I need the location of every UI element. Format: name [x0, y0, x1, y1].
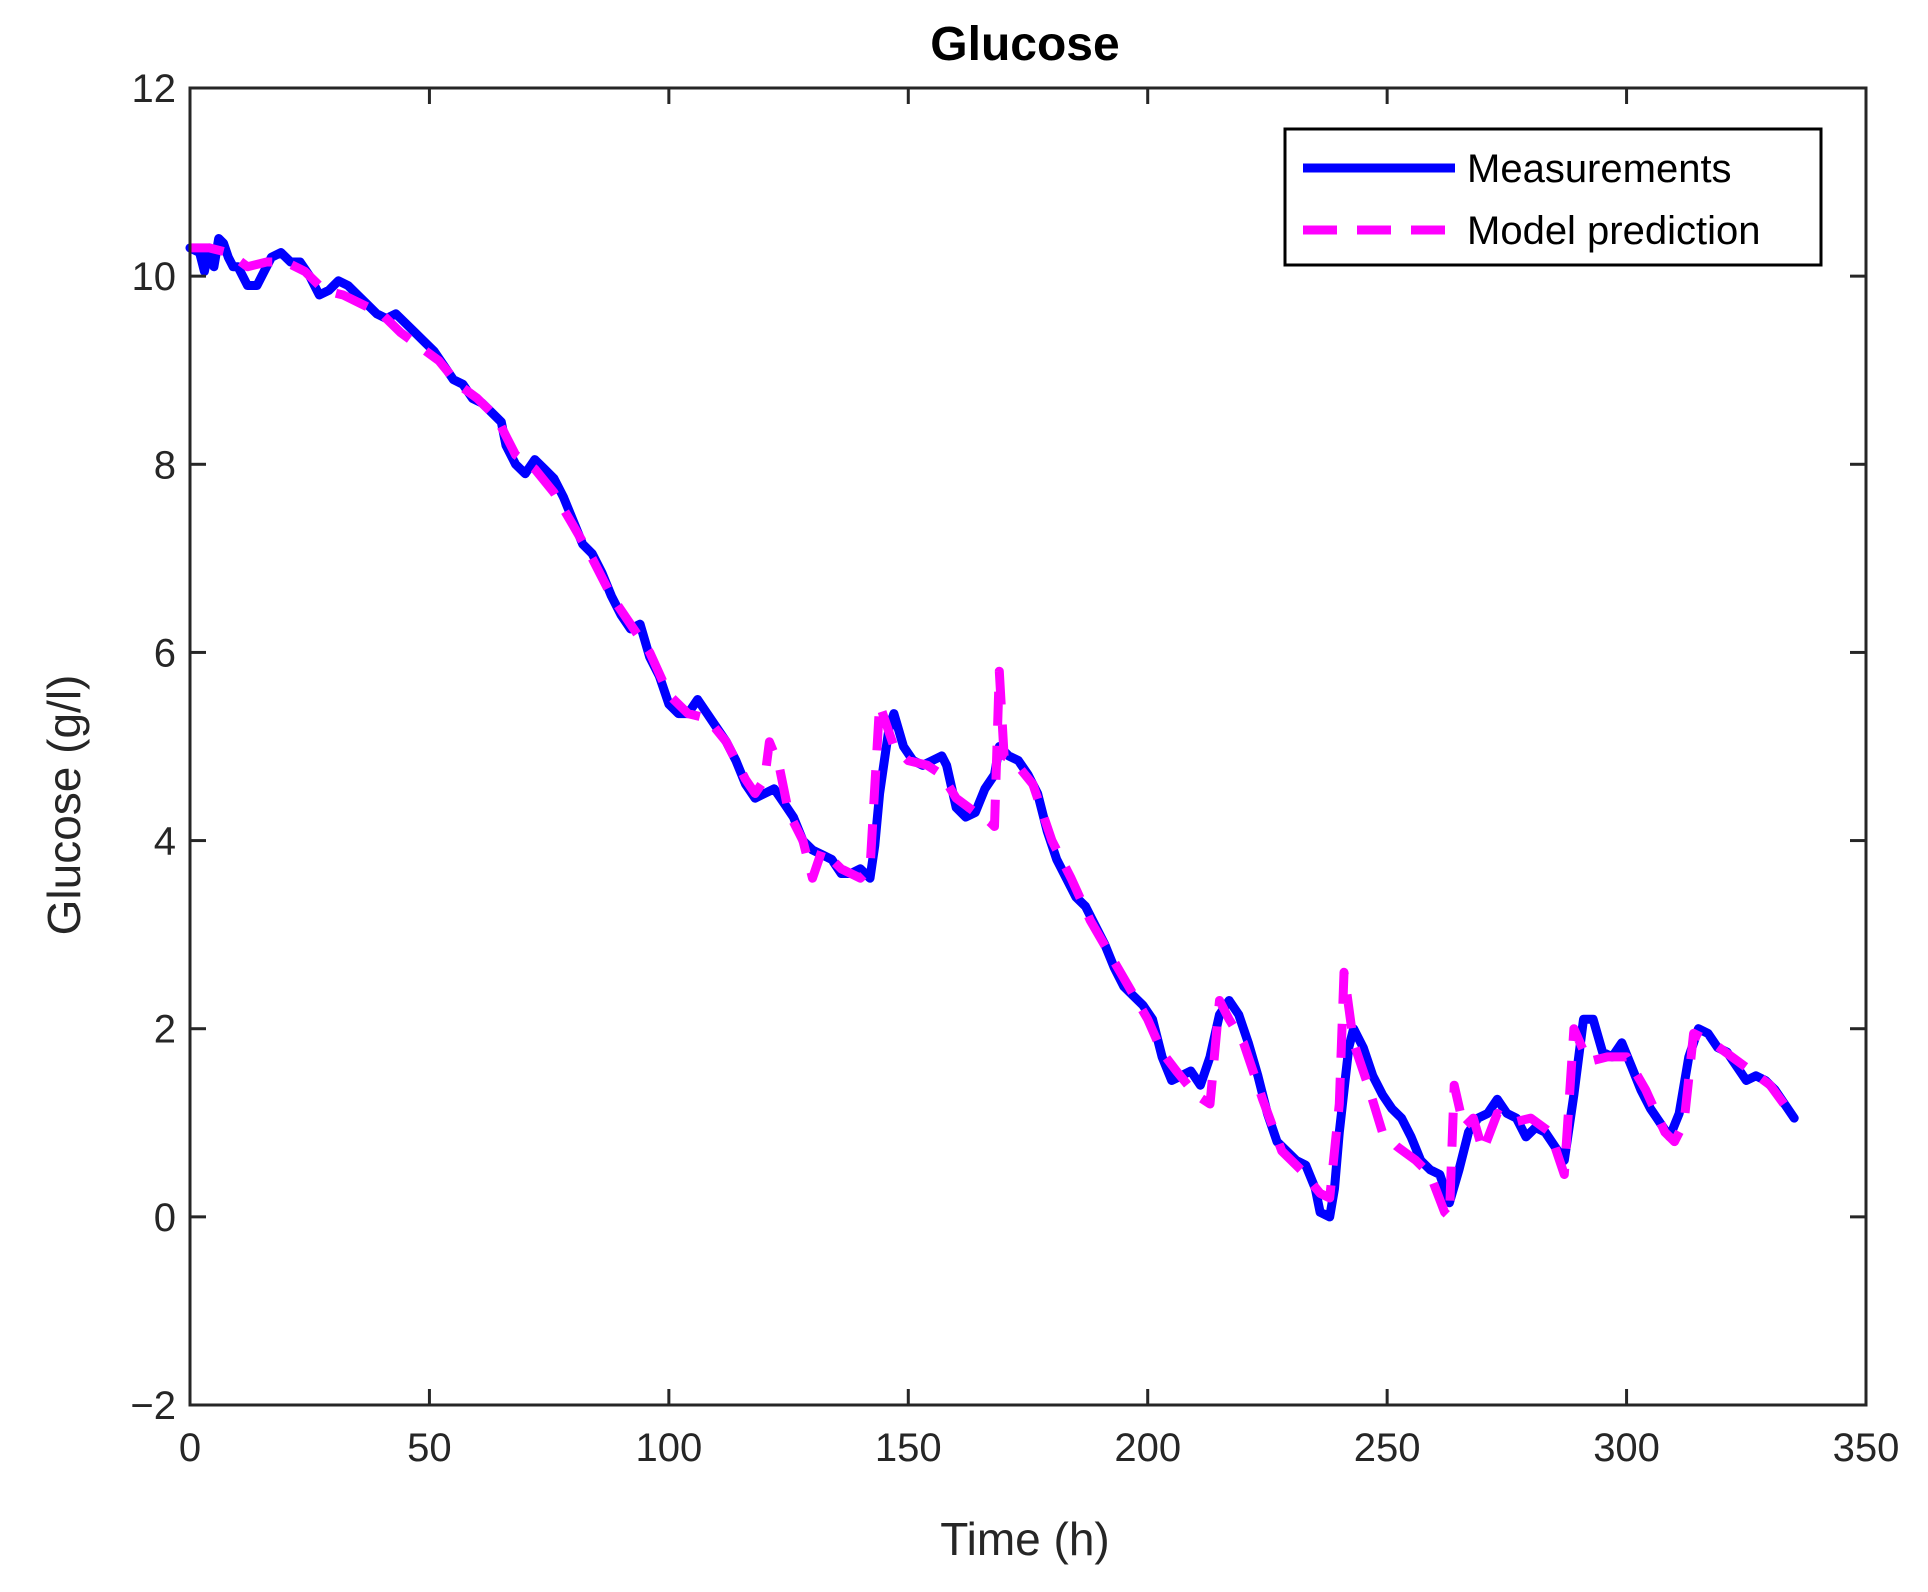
axes-box [188, 86, 1868, 1407]
y-tick-label: 12 [132, 67, 177, 111]
y-tick-label: 8 [154, 443, 176, 487]
chart-title: Glucose [930, 18, 1119, 71]
x-tick-label: 150 [875, 1426, 942, 1470]
y-tick-label: 0 [154, 1196, 176, 1240]
series-line-measurements [185, 234, 1799, 1222]
legend: Measurements Model prediction [1283, 127, 1823, 267]
x-tick-label: 50 [407, 1426, 452, 1470]
legend-label-model-prediction: Model prediction [1467, 209, 1761, 253]
x-tick-label: 100 [635, 1426, 702, 1470]
plot-background [190, 88, 1866, 1405]
y-tick-label: 6 [154, 631, 176, 675]
y-axis-title: Glucose (g/l) [38, 675, 90, 936]
legend-label-measurements: Measurements [1467, 147, 1732, 191]
x-axis-title: Time (h) [940, 1513, 1110, 1565]
y-tick-label: 2 [154, 1008, 176, 1052]
y-tick-label: −2 [130, 1384, 176, 1428]
x-tick-label: 200 [1114, 1426, 1181, 1470]
series-line-model-prediction [190, 243, 1798, 1222]
x-tick-label: 0 [179, 1426, 201, 1470]
legend-box [1283, 127, 1823, 267]
x-tick-label: 350 [1833, 1426, 1900, 1470]
y-tick-label: 4 [154, 820, 176, 864]
series-layer [185, 234, 1799, 1222]
y-tick-label: 10 [132, 255, 177, 299]
x-tick-label: 300 [1593, 1426, 1660, 1470]
x-tick-label: 250 [1354, 1426, 1421, 1470]
plot-area [190, 88, 1866, 1405]
